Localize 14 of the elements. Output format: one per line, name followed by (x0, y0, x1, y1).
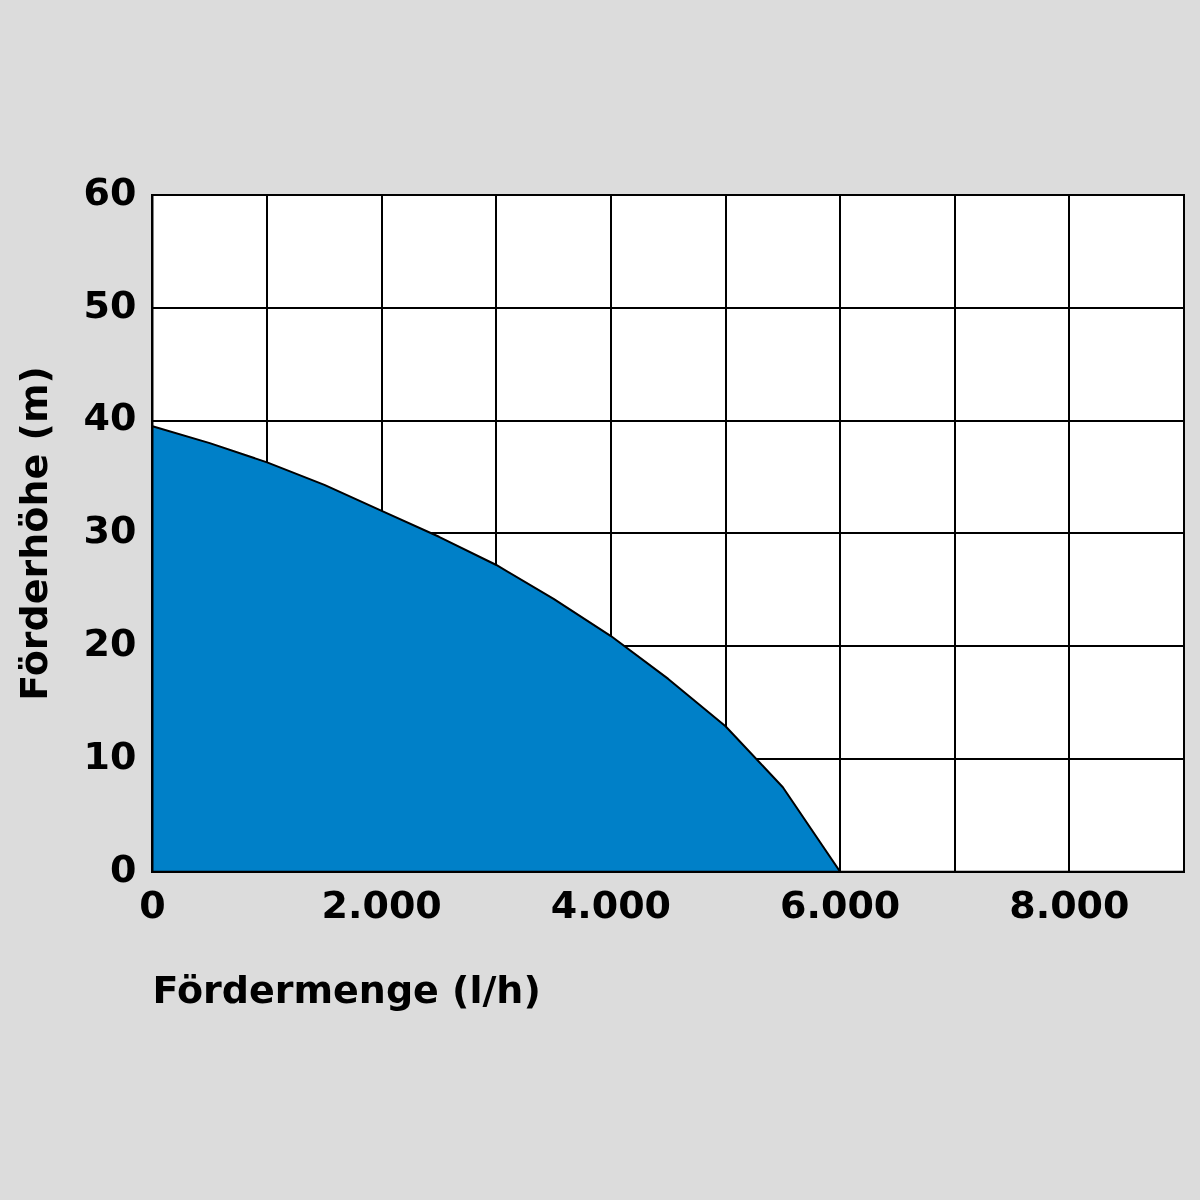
x-tick-label: 2.000 (321, 883, 442, 928)
x-tick-label: 0 (139, 883, 166, 928)
x-tick-label: 8.000 (1009, 883, 1130, 928)
x-tick-label: 6.000 (780, 883, 901, 928)
y-tick-label: 0 (110, 846, 137, 891)
y-tick-label: 20 (83, 621, 137, 666)
x-tick-label: 4.000 (550, 883, 672, 928)
y-tick-label: 40 (83, 395, 137, 440)
x-axis-title: Fördermenge (l/h) (152, 968, 541, 1013)
y-axis-title: Förderhöhe (m) (11, 366, 56, 701)
y-tick-label: 30 (83, 508, 137, 553)
y-tick-label: 50 (83, 282, 137, 327)
y-tick-label: 60 (83, 169, 137, 214)
y-tick-label: 10 (83, 733, 137, 778)
